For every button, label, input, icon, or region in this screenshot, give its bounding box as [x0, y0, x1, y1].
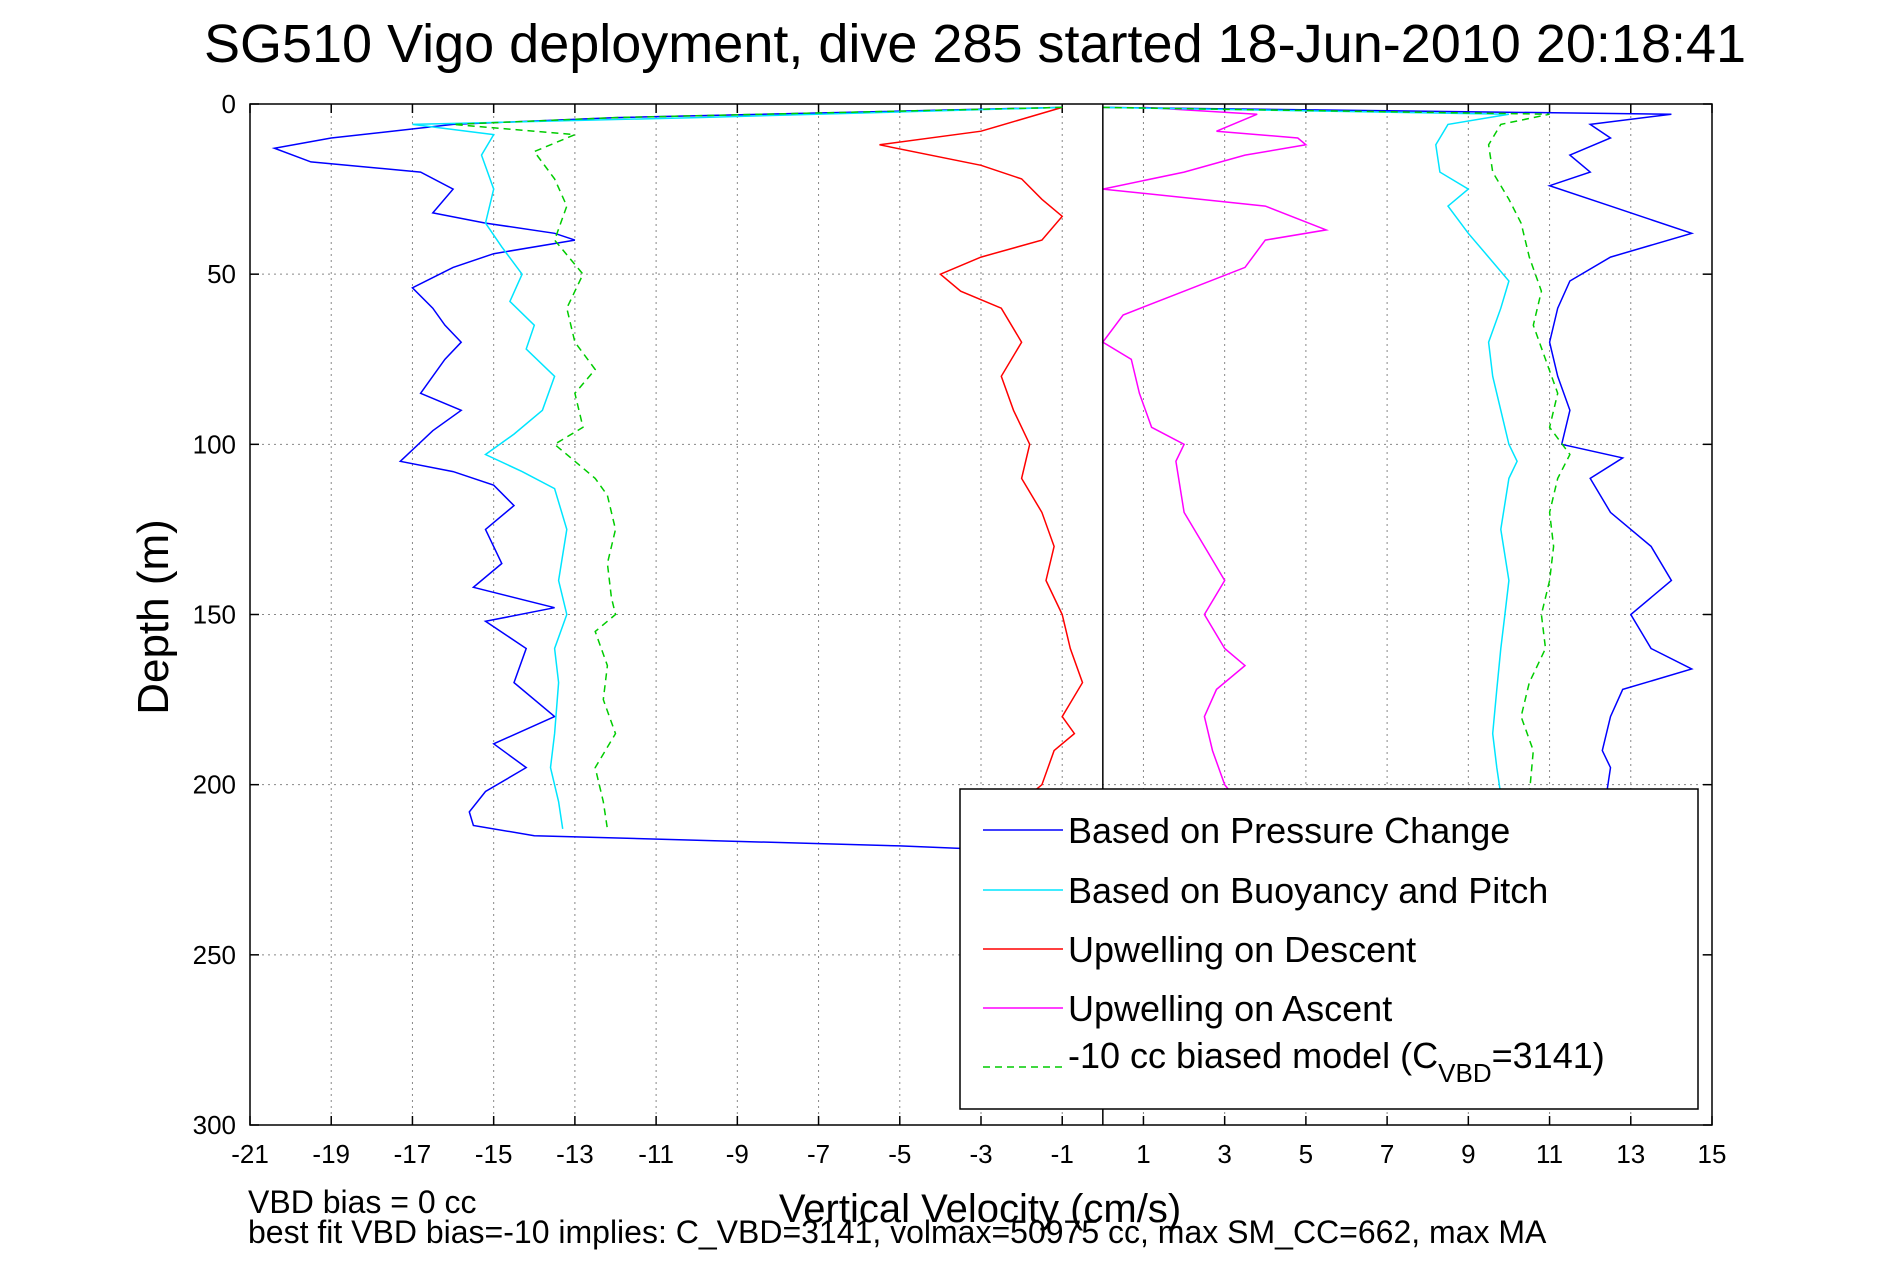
x-tick-label: 1 [1136, 1139, 1150, 1169]
legend-label-biased-subscript: VBD [1438, 1058, 1491, 1088]
x-tick-label: 11 [1536, 1139, 1563, 1169]
legend-label-biased-model: -10 cc biased model (CVBD=3141) [1068, 1035, 1605, 1088]
series-line-6 [1102, 106, 1518, 796]
x-tick-label: -17 [394, 1139, 432, 1169]
chart-title: SG510 Vigo deployment, dive 285 started … [204, 14, 1746, 74]
x-tick-label: -5 [888, 1139, 911, 1169]
x-tick-label: 13 [1616, 1139, 1645, 1169]
x-tick-label: -19 [312, 1139, 350, 1169]
x-tick-label: -15 [475, 1139, 513, 1169]
legend-label-biased-suffix: =3141) [1492, 1035, 1605, 1076]
x-tick-label: -1 [1051, 1139, 1074, 1169]
x-tick-label: -13 [556, 1139, 594, 1169]
series-line-0 [271, 106, 1063, 851]
y-tick-label: 50 [207, 259, 236, 289]
x-tick-label: -3 [969, 1139, 992, 1169]
footer-line-2: best fit VBD bias=-10 implies: C_VBD=314… [248, 1214, 1547, 1250]
y-axis-label: Depth (m) [129, 519, 178, 715]
series-line-7 [1102, 106, 1571, 795]
legend-label-biased-prefix: -10 cc biased model (C [1068, 1035, 1438, 1076]
x-tick-label: -21 [231, 1139, 269, 1169]
series-line-2 [879, 106, 1084, 803]
y-tick-label: 200 [193, 770, 236, 800]
legend-label-pressure: Based on Pressure Change [1068, 810, 1510, 851]
y-tick-label: 300 [193, 1110, 236, 1140]
y-tick-label: 250 [193, 940, 236, 970]
x-tick-label: -9 [726, 1139, 749, 1169]
legend-label-buoyancy: Based on Buoyancy and Pitch [1068, 870, 1548, 911]
footer-line-1: VBD bias = 0 cc [248, 1184, 477, 1220]
series-line-3 [1101, 106, 1330, 796]
legend: Based on Pressure Change Based on Buoyan… [959, 788, 1699, 1110]
y-tick-labels: 0 50 100 150 200 250 300 [193, 89, 236, 1140]
series-layer [271, 106, 1695, 851]
x-tick-labels: -21 -19 -17 -15 -13 -11 -9 -7 -5 -3 -1 1 3 5 7 9 11 13 15 [231, 1139, 1726, 1169]
x-tick-label: 5 [1299, 1139, 1313, 1169]
x-tick-label: 9 [1461, 1139, 1475, 1169]
legend-label-descent: Upwelling on Descent [1068, 929, 1416, 970]
y-tick-label: 100 [193, 429, 236, 459]
series-line-5 [1102, 106, 1695, 796]
y-tick-label: 0 [222, 89, 236, 119]
x-tick-label: 7 [1380, 1139, 1394, 1169]
x-axis-label: Vertical Velocity (cm/s) [779, 1187, 1181, 1231]
series-line-4 [453, 106, 1063, 830]
y-tick-label: 150 [193, 600, 236, 630]
axes-box [249, 103, 1713, 1126]
x-tick-label: -11 [638, 1139, 674, 1169]
x-tick-label: 15 [1698, 1139, 1727, 1169]
legend-box [959, 788, 1699, 1110]
x-tick-label: 3 [1217, 1139, 1231, 1169]
series-line-1 [412, 106, 1063, 830]
x-tick-label: -7 [807, 1139, 830, 1169]
legend-label-ascent: Upwelling on Ascent [1068, 988, 1392, 1029]
